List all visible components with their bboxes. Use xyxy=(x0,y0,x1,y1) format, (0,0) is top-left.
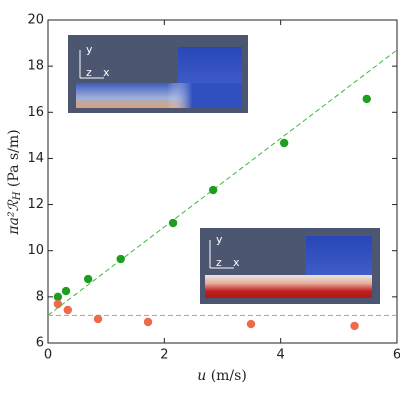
y-tick-label: 10 xyxy=(27,243,44,258)
point xyxy=(53,299,63,309)
y-tick-label: 14 xyxy=(27,151,44,166)
point xyxy=(63,305,72,315)
y-label-unit: (Pa s/m) xyxy=(6,129,22,187)
inset-channel-shade xyxy=(76,83,242,108)
inset-axis-label: y xyxy=(86,43,93,56)
point xyxy=(362,94,371,104)
plot-area: 0 2 4 6 6 8 10 12 14 16 18 20 xyxy=(27,13,400,363)
point xyxy=(83,274,93,284)
point xyxy=(53,292,63,302)
x-tick-label: 6 xyxy=(393,348,400,363)
x-label-var: u xyxy=(197,368,206,384)
y-tick-label: 18 xyxy=(27,59,44,74)
y-label-main: πa²ℛ xyxy=(6,199,22,235)
inset-axis-label: x xyxy=(103,66,110,79)
point xyxy=(61,286,71,296)
y-label-sub: H xyxy=(12,191,23,201)
y-tick-label: 8 xyxy=(36,289,44,304)
inset-2: y z x xyxy=(200,228,380,304)
fit-line xyxy=(47,49,398,316)
x-label-unit: (m/s) xyxy=(211,368,247,384)
point xyxy=(350,321,359,331)
point xyxy=(208,185,218,195)
point xyxy=(116,254,125,264)
y-tick-label: 6 xyxy=(36,336,44,351)
point xyxy=(246,319,256,329)
inset-axis-label: y xyxy=(216,233,223,246)
x-tick-label: 2 xyxy=(160,348,168,363)
y-tick-label: 16 xyxy=(27,105,44,120)
point xyxy=(93,314,103,324)
inset-axis-label: z xyxy=(86,66,92,79)
x-tick-label: 0 xyxy=(44,348,52,363)
x-axis-label: u (m/s) xyxy=(197,368,247,384)
point xyxy=(143,317,153,327)
point xyxy=(279,138,289,148)
inset-channel xyxy=(205,275,372,298)
point xyxy=(168,218,178,228)
plot-frame xyxy=(47,19,398,344)
inset-1: y z x xyxy=(68,35,248,113)
inset-axis-label: x xyxy=(233,256,240,269)
y-axis-label: πa²ℛH (Pa s/m) xyxy=(6,129,25,235)
y-tick-label: 12 xyxy=(27,197,44,212)
inset-axis-label: z xyxy=(216,256,222,269)
x-tick-label: 4 xyxy=(277,348,285,363)
y-tick-label: 20 xyxy=(27,13,44,28)
